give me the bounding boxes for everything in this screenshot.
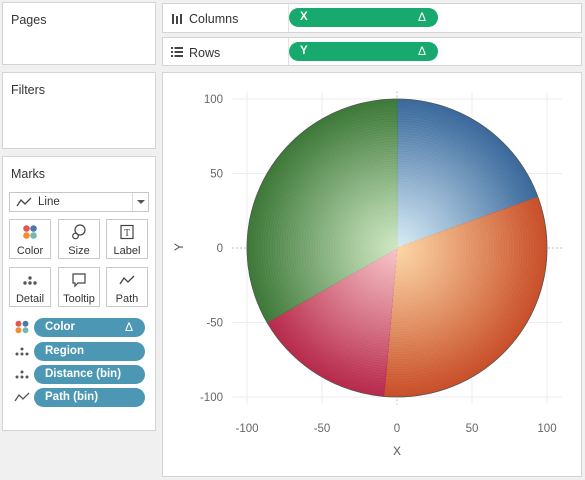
path-bin-pill[interactable]: Path (bin) (34, 388, 145, 407)
tooltip-button-label: Tooltip (63, 293, 95, 305)
x-tick-label: 100 (537, 423, 556, 435)
y-axis-title: Y (172, 243, 186, 251)
shelf-divider (288, 38, 289, 65)
color-button[interactable]: Color (9, 219, 51, 259)
tooltip-icon (72, 273, 86, 288)
segment-blue[interactable] (396, 98, 539, 249)
detail-dots-icon (15, 370, 29, 379)
color-dots-icon (23, 225, 37, 239)
x-axis-title: X (393, 444, 401, 458)
y-tick-label: 50 (210, 169, 223, 181)
viz-pane[interactable]: -100 -50 0 50 100 100 50 0 -50 -100 X Y (162, 72, 582, 477)
circle-outline (246, 98, 548, 398)
distance-bin-pill-label: Distance (bin) (45, 368, 122, 380)
pages-card: Pages (2, 2, 156, 65)
region-pill[interactable]: Region (34, 342, 145, 361)
distance-bin-pill[interactable]: Distance (bin) (34, 365, 145, 384)
path-line[interactable] (394, 245, 398, 250)
path-button[interactable]: Path (106, 267, 148, 307)
tooltip-button[interactable]: Tooltip (58, 267, 100, 307)
size-button[interactable]: Size (58, 219, 100, 259)
axis-ticks: -100 -50 0 50 100 100 50 0 -50 -100 (200, 94, 557, 435)
rows-label: Rows (189, 46, 221, 60)
segment-green[interactable] (246, 98, 398, 323)
shelf-divider (288, 4, 289, 32)
region-pill-label: Region (45, 345, 84, 357)
x-tick-label: -100 (235, 423, 258, 435)
y-tick-label: -100 (200, 392, 223, 404)
rows-icon (171, 47, 183, 57)
columns-icon (172, 14, 182, 24)
marks-title: Marks (11, 167, 46, 181)
size-icon (72, 224, 86, 240)
path-button-label: Path (115, 293, 139, 305)
segment-red[interactable] (266, 247, 398, 397)
filters-card[interactable]: Filters (2, 72, 156, 149)
detail-button[interactable]: Detail (9, 267, 51, 307)
chart-marks[interactable] (246, 98, 548, 398)
mark-type-label: Line (38, 196, 60, 208)
delta-icon: Δ (124, 320, 133, 334)
columns-label: Columns (189, 12, 239, 26)
path-bin-pill-label: Path (bin) (45, 391, 99, 403)
filters-title: Filters (11, 83, 46, 97)
color-pill[interactable]: Color Δ (34, 318, 145, 337)
size-button-label: Size (68, 245, 90, 257)
chevron-down-icon[interactable] (132, 193, 148, 211)
x-tick-label: -50 (314, 423, 331, 435)
y-tick-label: 100 (204, 94, 223, 106)
color-dots-icon (15, 320, 29, 334)
radial-line-chart[interactable]: -100 -50 0 50 100 100 50 0 -50 -100 X Y (163, 73, 581, 476)
pages-title: Pages (11, 13, 47, 27)
y-tick-label: 0 (217, 243, 223, 255)
label-button[interactable]: T Label (106, 219, 148, 259)
color-button-label: Color (16, 245, 44, 257)
detail-button-label: Detail (15, 293, 45, 305)
x-tick-label: 50 (466, 423, 479, 435)
delta-icon: Δ (417, 44, 426, 58)
color-pill-label: Color (45, 321, 76, 333)
detail-dots-icon (15, 347, 29, 356)
label-button-label: Label (113, 245, 141, 257)
detail-dots-icon (23, 276, 37, 285)
svg-text:T: T (124, 228, 130, 239)
line-mark-icon (16, 197, 32, 207)
path-icon (119, 275, 135, 285)
y-pill[interactable]: Y Δ (289, 42, 438, 61)
y-pill-label: Y (300, 45, 308, 57)
delta-icon: Δ (417, 10, 426, 24)
label-icon: T (120, 224, 134, 240)
x-tick-label: 0 (394, 423, 400, 435)
x-pill-label: X (300, 11, 308, 23)
mark-type-dropdown[interactable]: Line (9, 192, 149, 212)
y-tick-label: -50 (206, 318, 223, 330)
x-pill[interactable]: X Δ (289, 8, 438, 27)
path-icon (14, 392, 30, 402)
segment-orange[interactable] (383, 196, 548, 398)
